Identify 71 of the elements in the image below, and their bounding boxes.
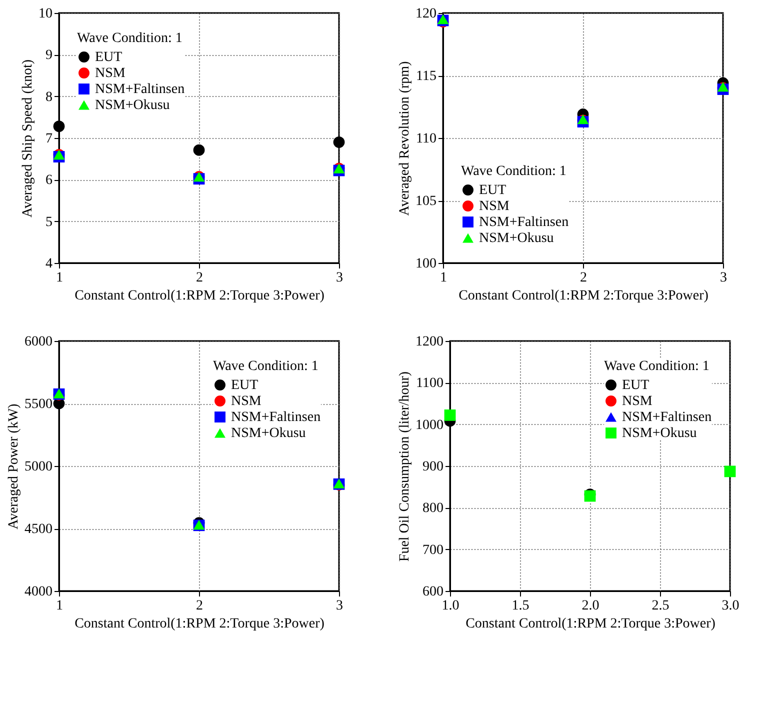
y-tick-label: 700 <box>422 542 444 558</box>
legend-label: NSM <box>479 199 510 214</box>
legend-label: NSM+Faltinsen <box>622 410 712 425</box>
y-axis-title: Averaged Power (kW) <box>6 403 22 530</box>
legend-label: NSM+Okusu <box>622 426 697 441</box>
legend-title: Wave Condition: 1 <box>604 359 710 374</box>
legend-label: NSM <box>95 66 126 81</box>
y-tick-label: 1100 <box>416 376 444 392</box>
x-axis-title: Constant Control(1:RPM 2:Torque 3:Power) <box>466 616 716 632</box>
x-tick-label: 1 <box>440 270 447 286</box>
y-tick-label: 5 <box>46 214 52 230</box>
legend-label: EUT <box>231 378 259 393</box>
x-tick-label: 3 <box>336 270 343 286</box>
legend-label: NSM+Okusu <box>95 98 170 113</box>
y-tick-label: 105 <box>416 194 436 209</box>
x-tick-label: 2 <box>196 270 203 286</box>
y-tick-label: 10 <box>38 6 52 22</box>
y-tick-label: 100 <box>416 256 436 272</box>
y-axis-title: Fuel Oil Consumption (liter/hour) <box>398 371 412 562</box>
y-tick-label: 5000 <box>24 460 52 474</box>
y-tick-label: 7 <box>46 132 52 146</box>
x-tick-label: 1 <box>56 270 63 286</box>
x-tick-label: 2.0 <box>582 598 600 614</box>
y-tick-label: 120 <box>416 6 436 22</box>
legend-label: EUT <box>622 378 650 393</box>
legend-label: NSM <box>622 394 653 409</box>
point <box>724 466 736 478</box>
point <box>333 136 345 148</box>
x-tick-label: 3 <box>336 598 343 614</box>
y-tick-label: 110 <box>416 132 436 146</box>
point <box>53 120 65 132</box>
x-tick-label: 1 <box>56 598 63 614</box>
point <box>193 144 205 156</box>
x-axis-title: Constant Control(1:RPM 2:Torque 3:Power) <box>74 616 325 632</box>
y-tick-label: 4500 <box>24 522 52 537</box>
y-tick-label: 600 <box>422 584 444 600</box>
legend-title: Wave Condition: 1 <box>77 31 182 46</box>
y-tick-label: 1000 <box>416 418 444 433</box>
y-tick-label: 6000 <box>24 334 52 350</box>
y-tick-label: 900 <box>422 460 444 474</box>
legend-label: NSM+Faltinsen <box>231 410 321 425</box>
x-tick-label: 1.5 <box>512 598 530 614</box>
y-tick-label: 6 <box>46 173 52 188</box>
y-tick-label: 4000 <box>24 584 52 600</box>
y-tick-label: 4 <box>46 256 52 272</box>
x-tick-label: 3 <box>720 270 727 286</box>
legend-label: EUT <box>95 50 123 65</box>
y-tick-label: 1200 <box>416 334 444 350</box>
y-tick-label: 9 <box>46 48 52 64</box>
x-tick-label: 3.0 <box>722 598 740 614</box>
legend-title: Wave Condition: 1 <box>213 359 318 374</box>
y-tick-label: 5500 <box>24 397 52 412</box>
legend-label: EUT <box>479 183 507 198</box>
y-tick-label: 115 <box>416 69 436 84</box>
y-axis-title: Averaged Revolution (rpm) <box>398 60 412 216</box>
point <box>444 409 456 421</box>
y-tick-label: 800 <box>422 501 444 516</box>
x-tick-label: 2 <box>196 598 203 614</box>
legend-label: NSM+Okusu <box>479 231 554 246</box>
y-tick-label: 8 <box>46 90 52 105</box>
legend-label: NSM+Okusu <box>231 426 306 441</box>
x-tick-label: 1.0 <box>442 598 460 614</box>
x-axis-title: Constant Control(1:RPM 2:Torque 3:Power) <box>74 288 325 304</box>
legend-label: NSM <box>231 394 262 409</box>
legend-label: NSM+Faltinsen <box>479 215 569 230</box>
x-axis-title: Constant Control(1:RPM 2:Torque 3:Power) <box>458 288 709 304</box>
x-tick-label: 2.5 <box>652 598 670 614</box>
x-tick-label: 2 <box>580 270 587 286</box>
legend-label: NSM+Faltinsen <box>95 82 185 97</box>
y-axis-title: Averaged Ship Speed (knot) <box>20 59 36 218</box>
legend-title: Wave Condition: 1 <box>461 164 566 179</box>
